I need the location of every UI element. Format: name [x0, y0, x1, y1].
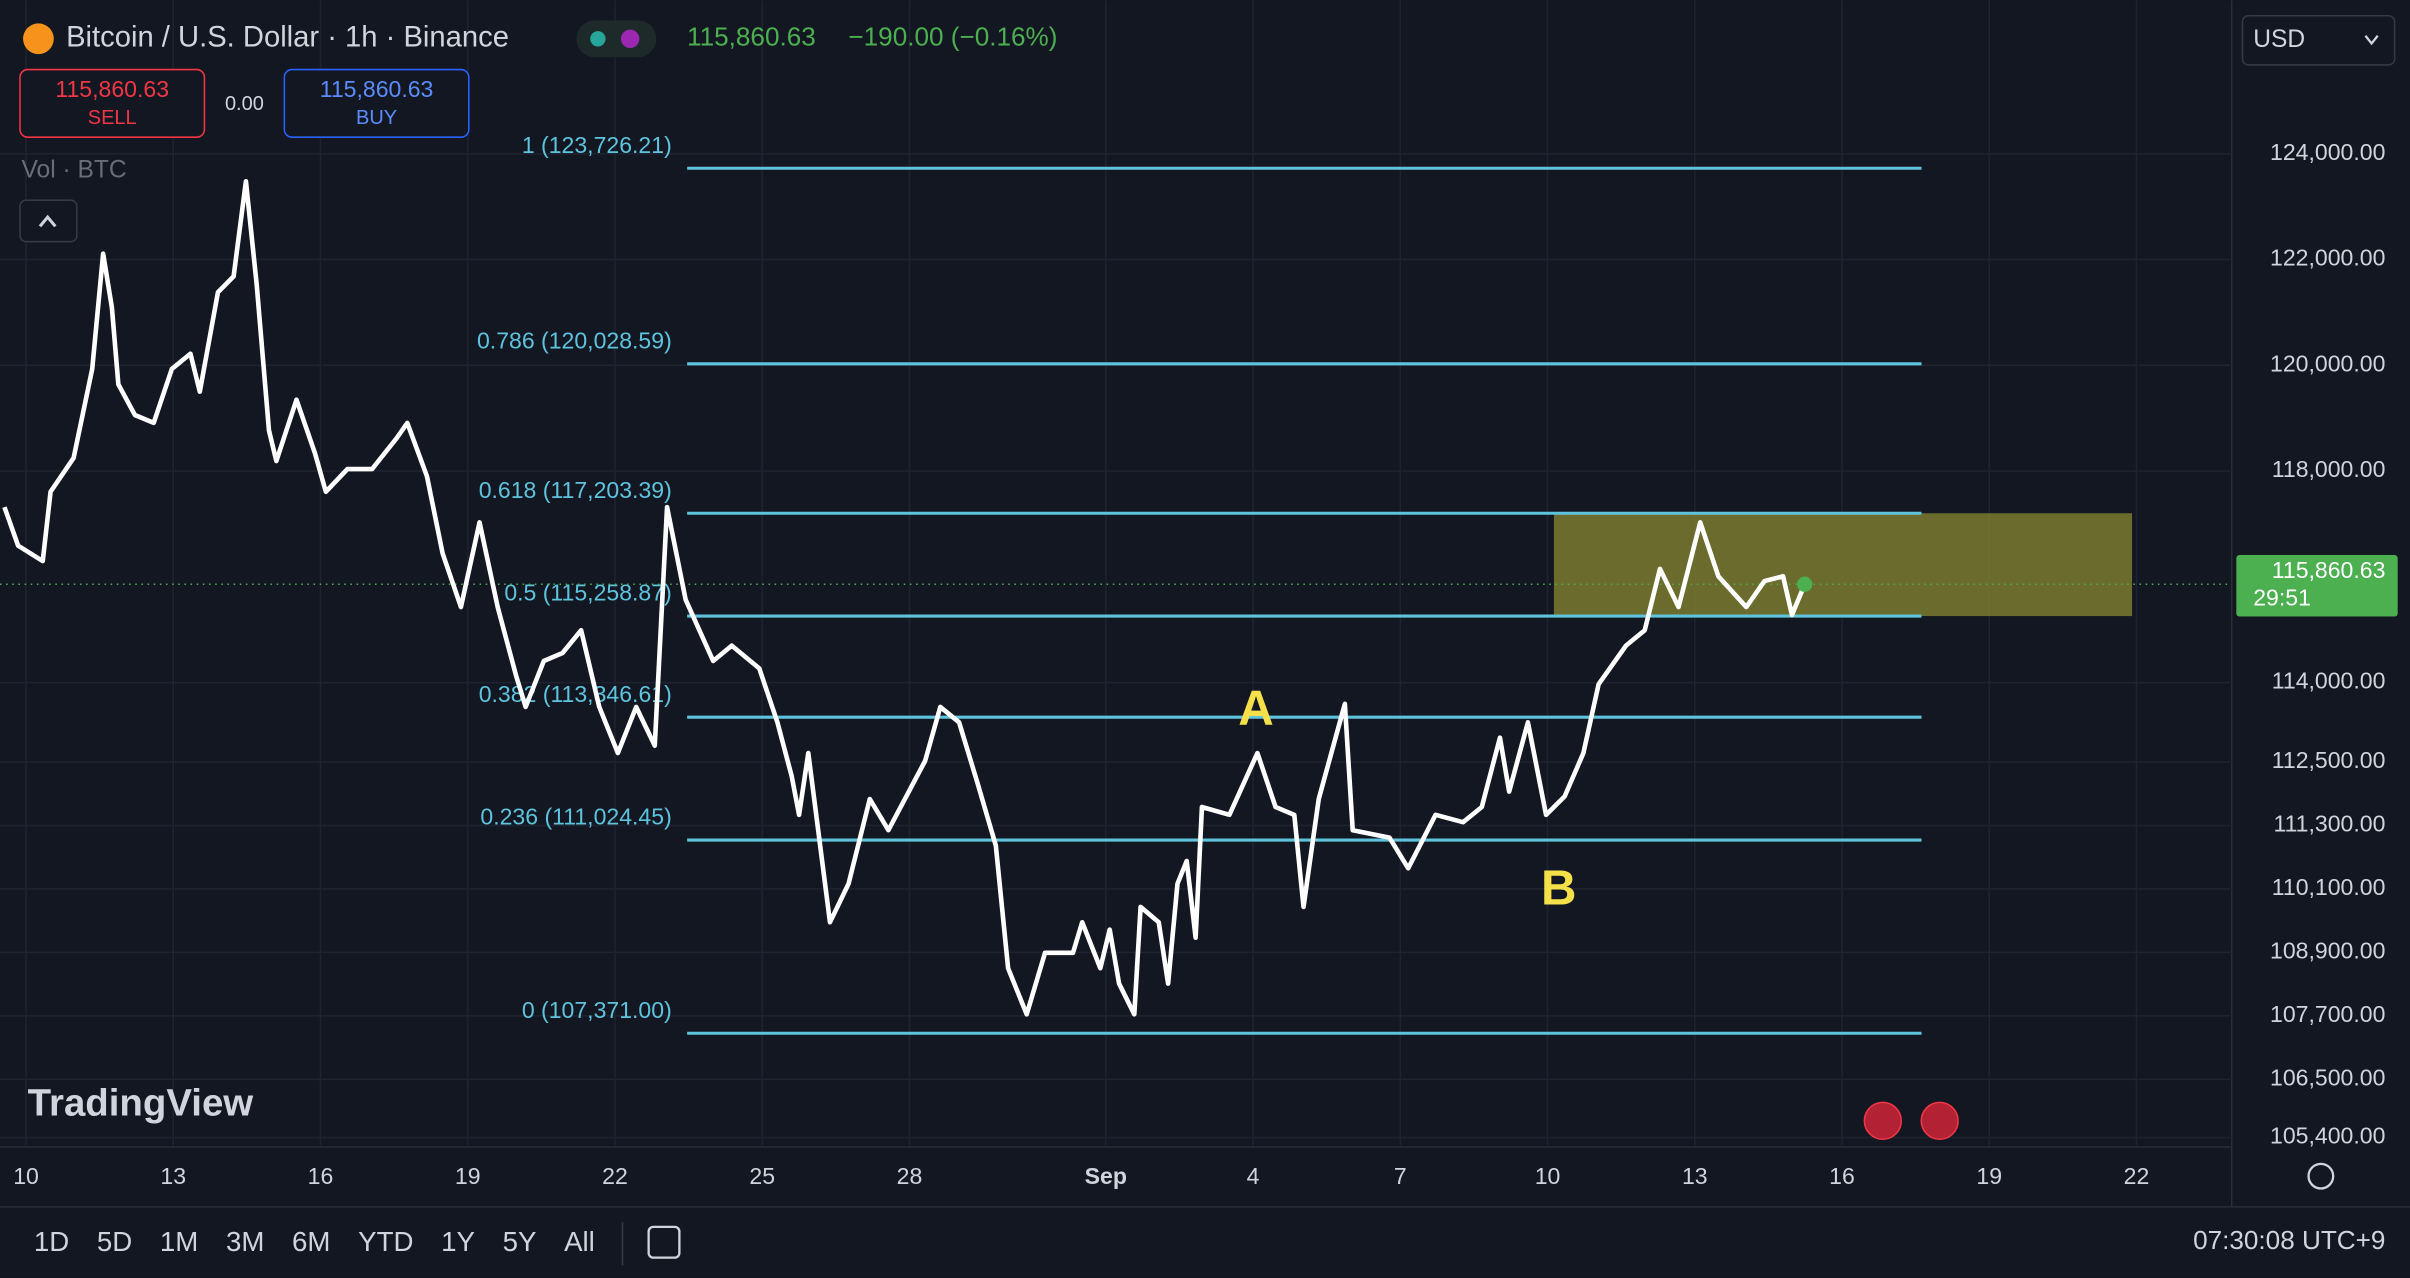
- logo: TradingView: [28, 1082, 254, 1125]
- y-tick-label: 111,300.00: [2273, 811, 2385, 837]
- event-flag[interactable]: [1920, 1101, 1959, 1141]
- x-tick-label: 10: [13, 1163, 39, 1189]
- toolbar: 1D 5D 1M 3M 6M YTD 1Y 5Y All: [34, 1222, 681, 1266]
- y-tick-label: 110,100.00: [2272, 874, 2386, 900]
- fib-label: 1 (123,726.21): [522, 132, 672, 158]
- spread: 0.00: [225, 93, 264, 115]
- x-tick-label: 19: [455, 1163, 481, 1189]
- x-tick-label: 10: [1535, 1163, 1561, 1189]
- fib-label: 0.618 (117,203.39): [479, 477, 672, 503]
- y-tick-label: 112,500.00: [2272, 747, 2386, 773]
- buy-label: BUY: [356, 107, 397, 129]
- y-tick-label: 120,000.00: [2270, 350, 2385, 376]
- fib-label: 0.786 (120,028.59): [477, 327, 672, 353]
- range-button[interactable]: 1D: [34, 1226, 69, 1257]
- clock: 07:30:08 UTC+9: [2193, 1225, 2385, 1255]
- range-button[interactable]: All: [564, 1226, 595, 1257]
- range-button[interactable]: 5D: [97, 1226, 132, 1257]
- fib-label: 0.382 (113,346.61): [479, 681, 672, 707]
- y-tick-label: 114,000.00: [2272, 668, 2386, 694]
- sell-label: SELL: [88, 107, 137, 129]
- x-tick-label: 28: [897, 1163, 923, 1189]
- collapse-icon: [38, 214, 57, 228]
- y-tick-label: 124,000.00: [2270, 139, 2385, 165]
- y-tick-label: 107,700.00: [2270, 1001, 2385, 1027]
- y-tick-label: 118,000.00: [2272, 456, 2386, 482]
- last-price-tag: [2236, 555, 2398, 617]
- x-tick-label: 16: [1829, 1163, 1855, 1189]
- range-button[interactable]: 1Y: [441, 1226, 475, 1257]
- status-dot: [590, 31, 606, 47]
- x-tick-label: 13: [160, 1163, 186, 1189]
- sell-button[interactable]: [19, 68, 206, 138]
- y-tick-label: 122,000.00: [2270, 245, 2385, 271]
- header-change: −190.00 (−0.16%): [848, 22, 1057, 52]
- y-tick-label: 106,500.00: [2270, 1064, 2385, 1090]
- x-tick-label: 4: [1247, 1163, 1260, 1189]
- x-tick-label: Sep: [1085, 1163, 1127, 1189]
- price-line: [2, 178, 1807, 1017]
- date-range-icon[interactable]: [647, 1225, 681, 1259]
- x-tick-label: 7: [1394, 1163, 1407, 1189]
- x-tick-label: 16: [308, 1163, 334, 1189]
- symbol-title: Bitcoin / U.S. Dollar · 1h · Binance: [66, 22, 509, 54]
- status-pill: [576, 20, 657, 58]
- x-tick-label: 22: [602, 1163, 628, 1189]
- collapse-button[interactable]: [19, 199, 78, 243]
- currency-caret: [2364, 35, 2379, 46]
- currency-select[interactable]: [2241, 14, 2396, 66]
- last-price-label: 115,860.63: [2272, 557, 2386, 583]
- volume-label: Vol · BTC: [22, 156, 127, 183]
- target-zone: [1553, 513, 2133, 617]
- range-button[interactable]: YTD: [358, 1226, 413, 1257]
- status-icon: [620, 29, 640, 49]
- plot: 1 (123,726.21) 0.786 (120,028.59) 0.618 (1…: [0, 0, 2232, 1146]
- buy-price: 115,860.63: [320, 76, 434, 102]
- fib-label: 0.236 (111,024.45): [480, 804, 671, 830]
- sell-price: 115,860.63: [55, 76, 169, 102]
- x-tick-label: 22: [2124, 1163, 2150, 1189]
- currency: USD: [2253, 26, 2305, 53]
- x-tick-label: 25: [749, 1163, 775, 1189]
- y-tick-label: 105,400.00: [2270, 1123, 2385, 1149]
- countdown: 29:51: [2253, 585, 2311, 611]
- x-tick-label: 19: [1976, 1163, 2002, 1189]
- event-flag[interactable]: [1863, 1101, 1903, 1141]
- header-price: 115,860.63: [687, 22, 816, 52]
- range-button[interactable]: 1M: [160, 1226, 198, 1257]
- buy-button[interactable]: [283, 68, 470, 138]
- range-button[interactable]: 3M: [226, 1226, 264, 1257]
- fib-label: 0 (107,371.00): [522, 997, 672, 1023]
- settings-icon[interactable]: [2307, 1162, 2335, 1190]
- coin-icon: [23, 23, 54, 55]
- range-button[interactable]: 5Y: [503, 1226, 537, 1257]
- x-tick-label: 13: [1682, 1163, 1708, 1189]
- last-point: [1797, 576, 1813, 592]
- fib-label: 0.5 (115,258.87): [504, 580, 671, 606]
- wave-label: A: [1238, 681, 1274, 736]
- y-tick-label: 108,900.00: [2270, 937, 2385, 963]
- range-button[interactable]: 6M: [292, 1226, 330, 1257]
- wave-label: B: [1541, 861, 1577, 916]
